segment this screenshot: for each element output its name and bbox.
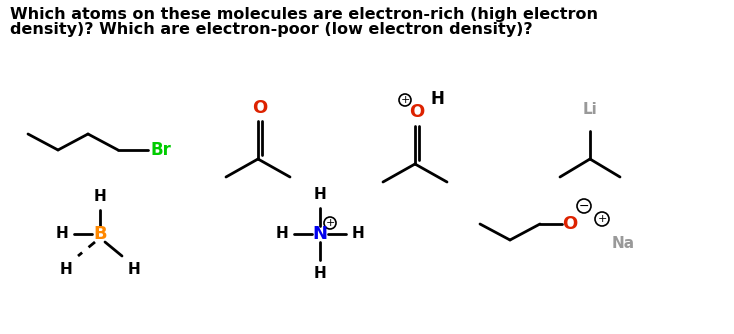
Text: O: O xyxy=(410,103,425,121)
Text: H: H xyxy=(128,262,141,277)
Text: Li: Li xyxy=(583,102,597,117)
Text: +: + xyxy=(597,214,607,224)
Text: Br: Br xyxy=(150,141,171,159)
Text: H: H xyxy=(94,189,106,204)
Text: N: N xyxy=(313,225,327,243)
Text: H: H xyxy=(55,226,68,241)
Text: H: H xyxy=(59,262,72,277)
Text: H: H xyxy=(352,226,365,241)
Text: H: H xyxy=(431,90,445,108)
Text: H: H xyxy=(275,226,288,241)
Text: Which atoms on these molecules are electron-rich (high electron: Which atoms on these molecules are elect… xyxy=(10,7,598,22)
Text: H: H xyxy=(313,266,327,281)
Text: density)? Which are electron-poor (low electron density)?: density)? Which are electron-poor (low e… xyxy=(10,22,533,37)
Text: +: + xyxy=(325,218,335,228)
Text: +: + xyxy=(400,95,410,105)
Text: H: H xyxy=(313,187,327,202)
Text: Na: Na xyxy=(612,236,635,251)
Text: O: O xyxy=(562,215,578,233)
Text: −: − xyxy=(578,199,589,212)
Text: O: O xyxy=(252,99,268,117)
Text: B: B xyxy=(93,225,107,243)
